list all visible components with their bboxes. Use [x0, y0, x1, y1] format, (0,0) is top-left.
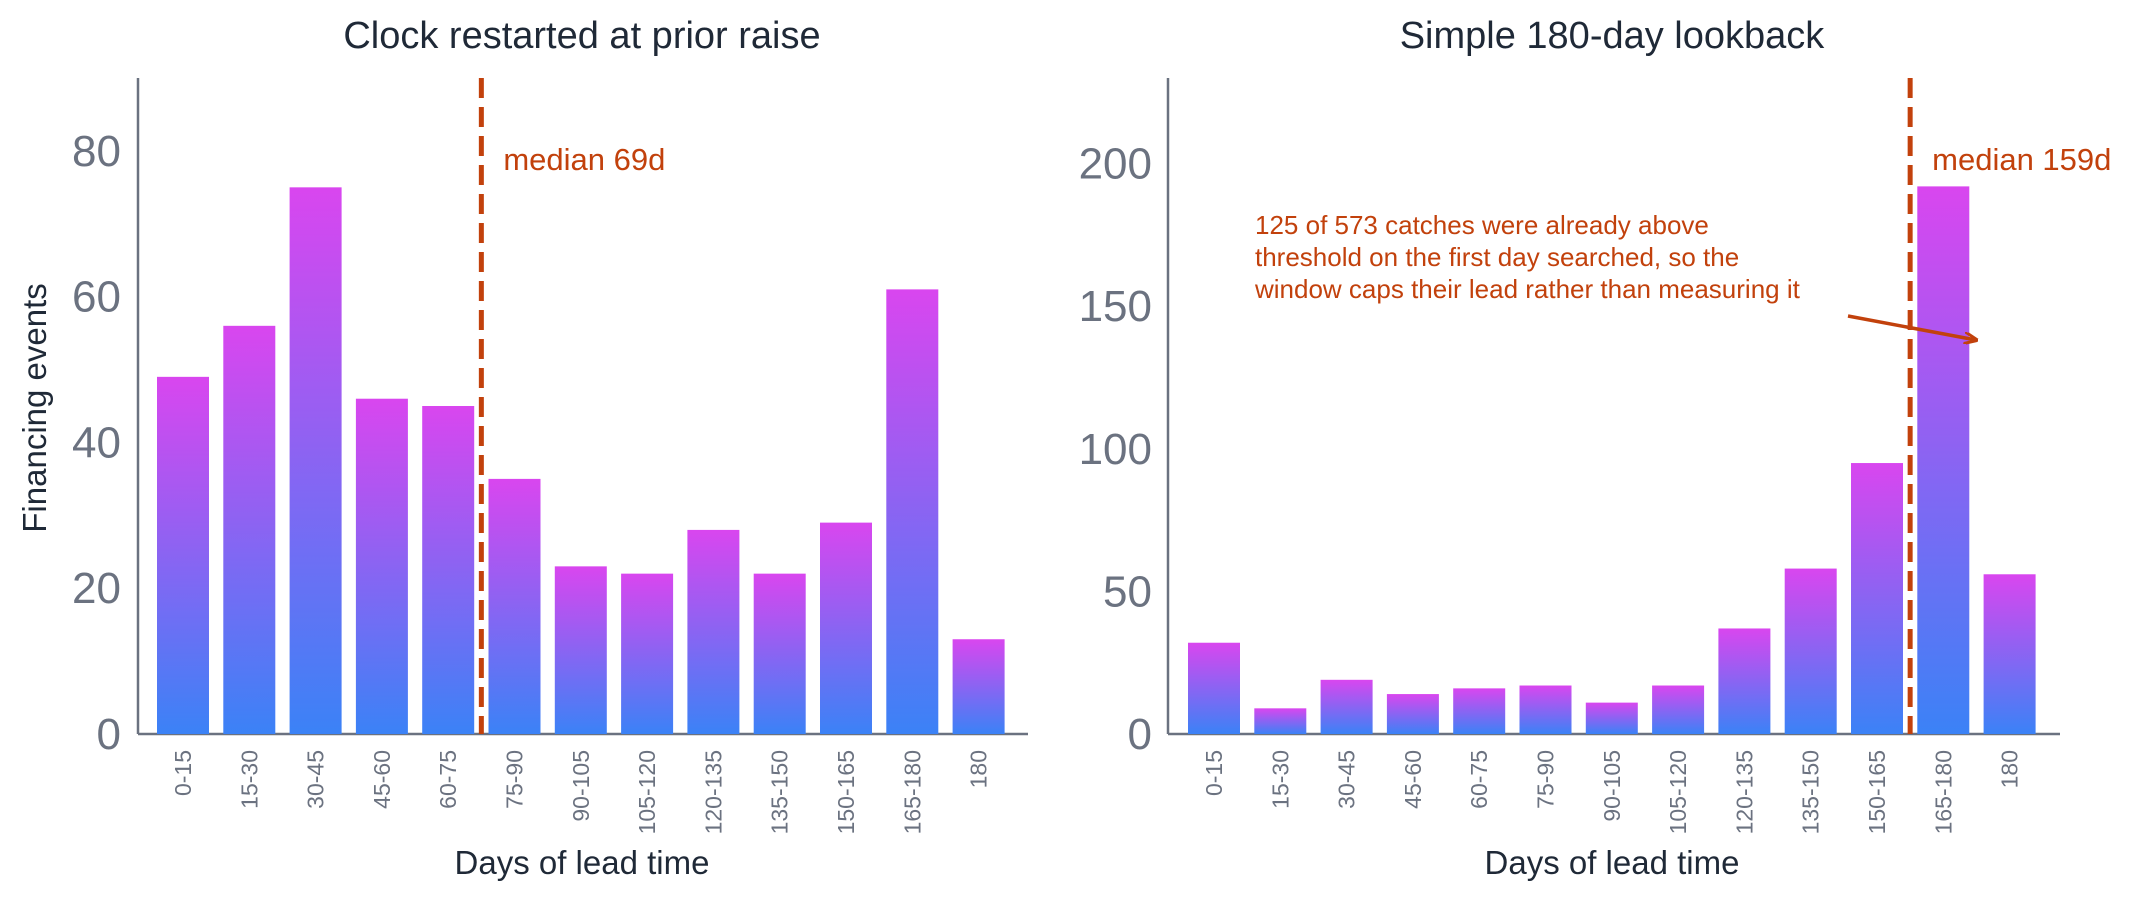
left-x-tick-label: 15-30	[236, 750, 262, 809]
left-x-tick-label: 150-165	[833, 750, 859, 834]
right-median-label: median 159d	[1932, 142, 2111, 177]
right-panel: Simple 180-day lookback Days of lead tim…	[1079, 15, 2112, 881]
right-bar-90-105	[1585, 702, 1638, 734]
right-bar-150-165	[1851, 463, 1903, 734]
left-y-tick-label: 40	[72, 418, 121, 467]
left-bar-105-120	[621, 573, 674, 734]
right-y-tick-label: 150	[1079, 282, 1152, 331]
left-x-tick-label: 105-120	[634, 750, 660, 834]
right-x-tick-label: 75-90	[1533, 750, 1559, 809]
left-bar-60-75	[422, 406, 475, 734]
right-bar-0-15	[1188, 642, 1240, 734]
left-x-tick-label: 165-180	[899, 750, 925, 834]
annotation-line-1: 125 of 573 catches were already above	[1255, 210, 1709, 240]
right-x-tick-label: 135-150	[1798, 750, 1824, 834]
left-bar-0-15	[157, 376, 209, 734]
left-median-label: median 69d	[503, 142, 665, 177]
left-chart-title: Clock restarted at prior raise	[343, 15, 820, 57]
left-x-tick-label: 90-105	[568, 750, 594, 822]
right-bar-180	[1983, 574, 2036, 734]
right-x-tick-label: 45-60	[1400, 750, 1426, 809]
left-bar-120-135	[687, 529, 740, 734]
left-x-tick-label: 60-75	[435, 750, 461, 809]
left-bar-135-150	[753, 573, 806, 734]
right-x-tick-label: 30-45	[1334, 750, 1360, 809]
right-y-tick-label: 200	[1079, 140, 1152, 189]
left-x-axis-label: Days of lead time	[455, 844, 710, 881]
right-x-tick-label: 0-15	[1201, 750, 1227, 796]
left-y-tick-label: 0	[97, 710, 121, 759]
right-bar-30-45	[1320, 679, 1373, 734]
annotation-arrow	[1847, 314, 1976, 340]
right-y-tick-label: 0	[1128, 710, 1152, 759]
right-bar-75-90	[1519, 685, 1572, 734]
left-bar-180	[952, 639, 1005, 734]
left-panel: Clock restarted at prior raise Financing…	[16, 15, 1028, 881]
right-bar-120-135	[1718, 628, 1771, 734]
right-bar-165-180	[1917, 186, 1970, 734]
left-bar-30-45	[289, 187, 342, 735]
right-y-tick-label: 100	[1079, 425, 1152, 474]
left-x-tick-label: 0-15	[170, 750, 196, 796]
right-x-ticks: 0-15 15-30 30-45 45-60 60-75 75-90 90-105 105-1…	[1201, 750, 2023, 834]
left-bar-75-90	[488, 478, 541, 734]
right-x-tick-label: 90-105	[1599, 750, 1625, 822]
annotation-line-3: window caps their lead rather than measu…	[1254, 274, 1801, 304]
annotation-line-2: threshold on the first day searched, so …	[1255, 242, 1739, 272]
right-bar-105-120	[1652, 685, 1705, 734]
right-chart-title: Simple 180-day lookback	[1400, 15, 1826, 57]
left-bar-45-60	[355, 398, 408, 734]
right-x-tick-label: 165-180	[1930, 750, 1956, 834]
right-x-tick-label: 180	[1997, 750, 2023, 788]
right-x-tick-label: 120-135	[1731, 750, 1757, 834]
left-bar-165-180	[886, 289, 939, 734]
right-bar-135-150	[1784, 568, 1837, 734]
left-x-tick-label: 45-60	[369, 750, 395, 809]
right-x-tick-label: 105-120	[1665, 750, 1691, 834]
left-x-tick-label: 135-150	[767, 750, 793, 834]
right-x-tick-label: 150-165	[1864, 750, 1890, 834]
left-bar-90-105	[554, 566, 607, 734]
right-bar-60-75	[1453, 688, 1506, 734]
left-bars	[157, 187, 1005, 735]
left-bar-150-165	[820, 522, 872, 734]
left-x-ticks: 0-15 15-30 30-45 45-60 60-75 75-90 90-105 105-1…	[170, 750, 992, 834]
right-bar-15-30	[1254, 708, 1307, 734]
left-y-tick-label: 60	[72, 273, 121, 322]
left-x-tick-label: 120-135	[700, 750, 726, 834]
right-bar-45-60	[1386, 694, 1439, 734]
left-y-axis-label: Financing events	[16, 283, 53, 532]
right-y-ticks: 0 50 100 150 200	[1079, 140, 1152, 759]
right-x-axis-label: Days of lead time	[1485, 844, 1740, 881]
left-y-ticks: 0 20 40 60 80	[72, 127, 121, 759]
left-y-tick-label: 80	[72, 127, 121, 176]
left-bar-15-30	[223, 325, 276, 734]
left-x-tick-label: 30-45	[303, 750, 329, 809]
right-x-tick-label: 15-30	[1267, 750, 1293, 809]
right-x-tick-label: 60-75	[1466, 750, 1492, 809]
left-x-tick-label: 180	[966, 750, 992, 788]
right-bars	[1188, 186, 2036, 734]
left-x-tick-label: 75-90	[502, 750, 528, 809]
right-y-tick-label: 50	[1103, 567, 1152, 616]
left-y-tick-label: 20	[72, 564, 121, 613]
